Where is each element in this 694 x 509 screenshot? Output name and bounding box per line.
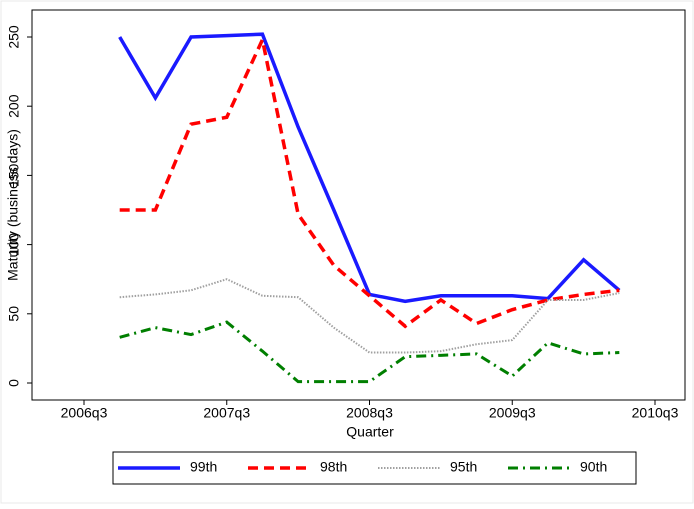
plot-frame: [31, 9, 686, 401]
x-axis-label: Quarter: [346, 424, 394, 440]
y-axis-label: Maturity (business days): [5, 129, 21, 281]
x-tick-label: 2009q3: [489, 405, 536, 421]
legend-label: 90th: [580, 459, 607, 475]
legend-box: [112, 451, 637, 485]
legend-label: 99th: [190, 459, 217, 475]
legend-label: 98th: [320, 459, 347, 475]
y-tick-label: 50: [6, 306, 22, 322]
y-tick-label: 100: [6, 233, 22, 257]
legend-label: 95th: [450, 459, 477, 475]
x-tick-label: 2010q3: [632, 405, 679, 421]
x-tick-label: 2006q3: [61, 405, 108, 421]
series-line: [119, 320, 620, 384]
series-line: [119, 278, 620, 354]
y-tick-label: 150: [6, 164, 22, 188]
y-tick-label: 0: [6, 379, 22, 387]
x-tick-label: 2007q3: [203, 405, 250, 421]
y-tick-label: 250: [6, 25, 22, 49]
x-tick-label: 2008q3: [346, 405, 393, 421]
y-tick-label: 200: [6, 94, 22, 118]
series-line: [119, 34, 620, 329]
